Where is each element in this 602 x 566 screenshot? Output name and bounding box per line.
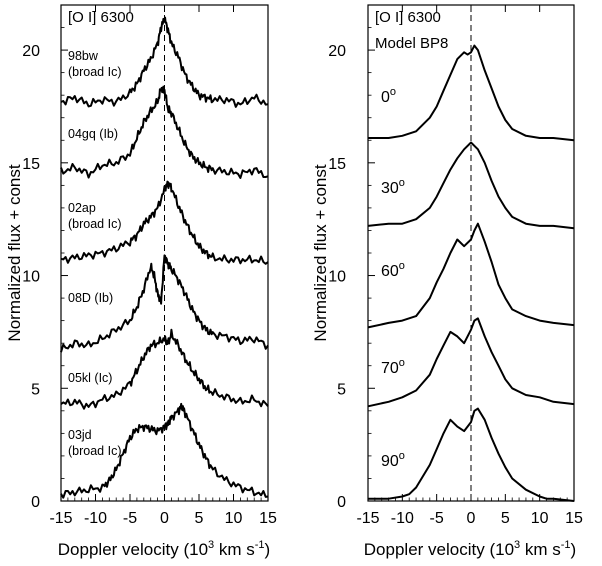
left-x-axis-title: Doppler velocity (103 km s-1) xyxy=(58,539,270,559)
left-series-line-3 xyxy=(60,254,269,353)
left-xlabel-c: ) xyxy=(265,540,271,559)
right-xlabel-c: ) xyxy=(571,540,577,559)
label-08D: 08D (Ib) xyxy=(68,291,113,305)
label-98bw-name: 98bw xyxy=(68,49,99,63)
angle-label-0: 0o xyxy=(381,86,396,106)
angle-label-70: 70o xyxy=(381,357,405,377)
left-x-tick-label: 0 xyxy=(160,510,169,527)
right-x-tick-label: -15 xyxy=(356,510,379,527)
label-03jd-type: (broad Ic) xyxy=(68,444,122,458)
left-xlabel-b: km s xyxy=(214,540,255,559)
right-x-tick-label: 0 xyxy=(467,510,476,527)
right-xlabel-a: Doppler velocity (10 xyxy=(364,540,514,559)
right-panel-subtitle: Model BP8 xyxy=(375,35,448,52)
right-panel: -15 -10 -5 0 5 10 15 0 5 10 15 20 [O I] 6300 Model … xyxy=(311,4,583,559)
angle-label-90: 90o xyxy=(381,450,405,470)
label-02ap-name: 02ap xyxy=(68,201,96,215)
left-x-tick-label: 15 xyxy=(259,510,277,527)
left-xlabel-a: Doppler velocity (10 xyxy=(58,540,208,559)
left-x-tick-label: 5 xyxy=(195,510,204,527)
left-y-tick-label: 20 xyxy=(22,43,40,60)
left-y-axis-title: Normalized flux + const xyxy=(5,164,24,341)
label-04gq: 04gq (Ib) xyxy=(68,127,118,141)
right-y-tick-label: 15 xyxy=(328,156,346,173)
right-x-tick-label: 10 xyxy=(531,510,549,527)
right-y-tick-label: 0 xyxy=(337,494,346,511)
right-series-line-2 xyxy=(367,222,575,329)
right-x-tick-label: 5 xyxy=(501,510,510,527)
left-y-tick-label: 0 xyxy=(31,494,40,511)
left-panel-title: [O I] 6300 xyxy=(68,9,134,26)
label-05kl: 05kl (Ic) xyxy=(68,371,112,385)
label-02ap-type: (broad Ic) xyxy=(68,217,122,231)
label-98bw-type: (broad Ic) xyxy=(68,65,122,79)
left-panel: -15 -10 -5 0 5 10 15 0 5 10 15 20 [O I] 6300 98bw (… xyxy=(5,4,277,559)
right-x-tick-label: -10 xyxy=(391,510,414,527)
right-x-axis-title: Doppler velocity (103 km s-1) xyxy=(364,539,576,559)
left-x-tick-label: 10 xyxy=(225,510,243,527)
left-series-line-4 xyxy=(60,328,269,410)
left-series-line-5 xyxy=(60,402,269,499)
right-series-group xyxy=(367,44,575,502)
right-y-axis-title: Normalized flux + const xyxy=(311,164,330,341)
right-xlabel-b: km s xyxy=(520,540,561,559)
right-y-tick-label: 5 xyxy=(337,381,346,398)
left-x-tick-label: -15 xyxy=(49,510,72,527)
right-axis-ticks: -15 -10 -5 0 5 10 15 0 5 10 15 20 xyxy=(328,5,583,527)
right-y-tick-label: 10 xyxy=(328,269,346,286)
right-series-line-0 xyxy=(368,44,575,142)
angle-label-30: 30o xyxy=(381,177,405,197)
left-y-tick-label: 10 xyxy=(22,269,40,286)
left-series-line-2 xyxy=(60,180,269,265)
angle-label-60: 60o xyxy=(381,260,405,280)
left-x-tick-label: -5 xyxy=(123,510,137,527)
left-y-tick-label: 15 xyxy=(22,156,40,173)
right-panel-title: [O I] 6300 xyxy=(375,9,441,26)
left-xlabel-exp: 3 xyxy=(208,539,214,551)
right-y-tick-label: 20 xyxy=(328,43,346,60)
left-series-line-0 xyxy=(60,16,269,108)
left-x-tick-label: -10 xyxy=(84,510,107,527)
right-x-tick-label: 15 xyxy=(565,510,583,527)
left-series-group xyxy=(60,16,269,499)
right-xlabel-exp: 3 xyxy=(514,539,520,551)
left-series-line-1 xyxy=(60,85,269,179)
right-x-tick-label: -5 xyxy=(430,510,444,527)
left-y-tick-label: 5 xyxy=(31,381,40,398)
right-series-line-1 xyxy=(367,141,575,230)
label-03jd-name: 03jd xyxy=(68,428,92,442)
right-series-line-3 xyxy=(367,317,575,408)
right-xlabel-exp2: -1 xyxy=(561,539,571,551)
right-series-line-4 xyxy=(368,407,575,502)
left-xlabel-exp2: -1 xyxy=(255,539,265,551)
